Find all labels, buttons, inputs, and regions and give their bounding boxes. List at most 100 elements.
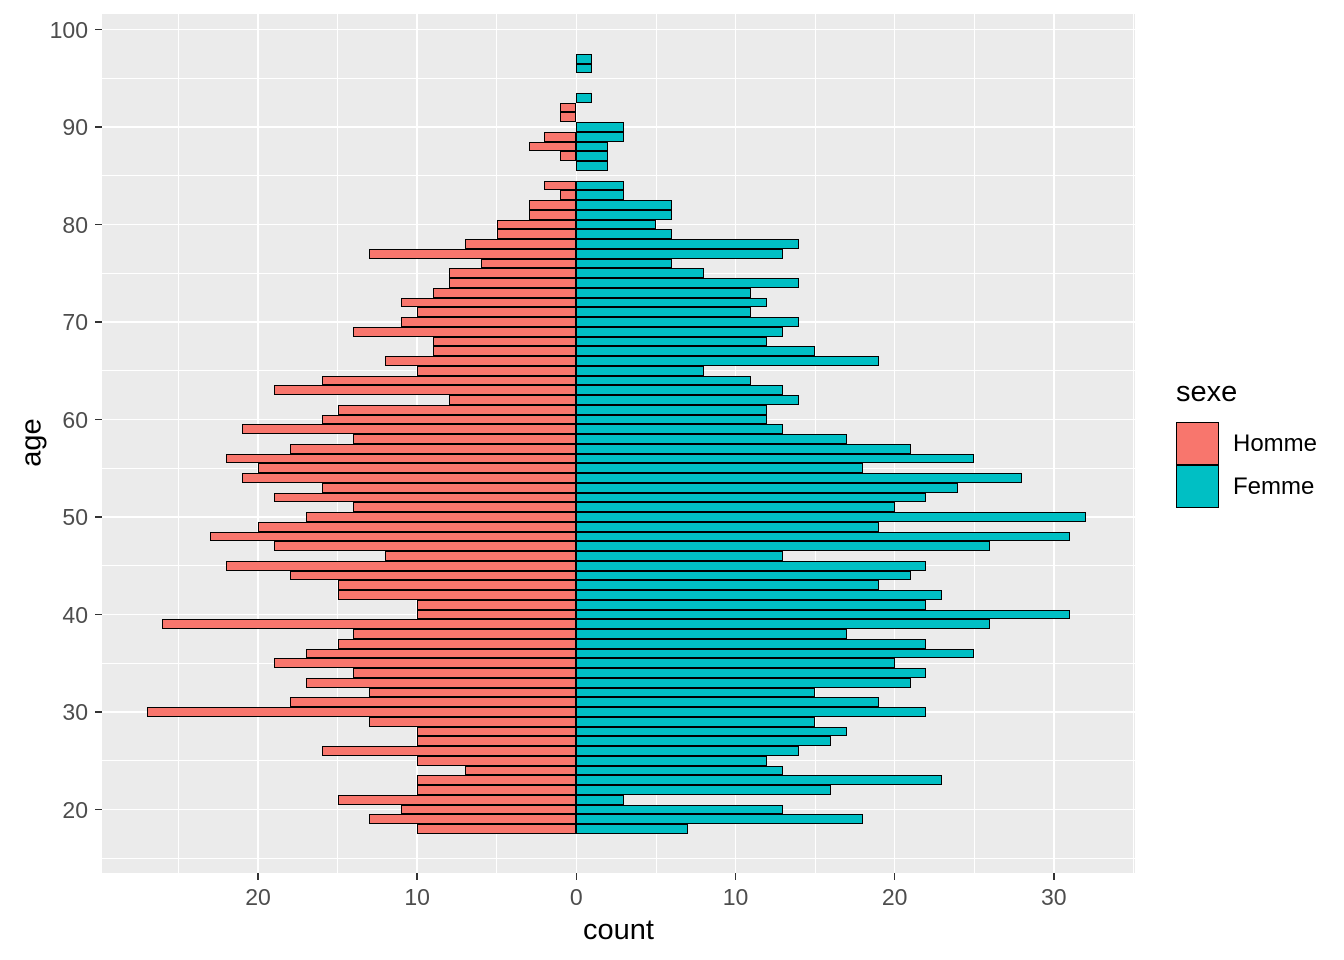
bar-femme-age-76 <box>576 258 672 269</box>
x-axis-tick <box>416 873 418 880</box>
bar-homme-age-26 <box>321 746 577 756</box>
bar-femme-age-19 <box>576 814 863 825</box>
bar-femme-age-31 <box>576 697 879 708</box>
legend-title: sexe <box>1176 376 1238 408</box>
legend-entry-femme: Femme <box>1176 465 1314 508</box>
y-axis-tick <box>95 613 102 616</box>
legend: sexe Homme Femme <box>1176 376 1317 508</box>
y-axis-tick-label: 30 <box>62 699 88 726</box>
bar-homme-age-18 <box>417 824 577 834</box>
bar-femme-age-77 <box>576 248 784 259</box>
bar-femme-age-28 <box>576 726 847 737</box>
bar-homme-age-56 <box>226 453 577 464</box>
bar-homme-age-43 <box>337 580 577 591</box>
bar-homme-age-64 <box>321 375 577 386</box>
bar-femme-age-63 <box>576 385 784 396</box>
gridline-major-h <box>102 28 1135 31</box>
bar-femme-age-59 <box>576 424 784 435</box>
bar-femme-age-56 <box>576 453 975 464</box>
bar-femme-age-37 <box>576 638 927 649</box>
y-axis-tick <box>95 28 102 31</box>
bar-homme-age-69 <box>353 326 577 337</box>
legend-swatch-homme <box>1176 422 1219 465</box>
bar-homme-age-63 <box>273 385 577 396</box>
bar-femme-age-88 <box>576 141 609 152</box>
bar-femme-age-36 <box>576 648 975 659</box>
x-axis-title: count <box>583 914 654 946</box>
bar-femme-age-33 <box>576 677 911 688</box>
bar-homme-age-22 <box>417 785 577 795</box>
bar-homme-age-38 <box>353 629 577 639</box>
bar-homme-age-20 <box>401 804 577 815</box>
bar-homme-age-21 <box>337 794 577 805</box>
bar-homme-age-67 <box>433 346 577 357</box>
bar-femme-age-93 <box>576 92 593 103</box>
bar-homme-age-45 <box>226 560 577 571</box>
bar-femme-age-75 <box>576 268 704 279</box>
bar-homme-age-39 <box>162 619 577 630</box>
bar-homme-age-30 <box>146 707 577 717</box>
gridline-minor-v <box>973 14 975 873</box>
bar-homme-age-76 <box>480 258 577 269</box>
bar-femme-age-86 <box>576 161 609 171</box>
bar-femme-age-90 <box>576 122 625 132</box>
bar-femme-age-55 <box>576 463 863 474</box>
bar-femme-age-30 <box>576 707 927 717</box>
y-axis-tick-label: 100 <box>49 16 88 43</box>
y-axis-tick-label: 80 <box>62 211 88 238</box>
gridline-minor-h <box>102 77 1135 79</box>
bar-homme-age-58 <box>353 434 577 444</box>
bar-femme-age-82 <box>576 200 672 210</box>
x-axis-tick-label: 10 <box>404 884 430 910</box>
bar-homme-age-77 <box>369 248 577 259</box>
x-axis-tick-label: 30 <box>1041 884 1067 910</box>
bar-femme-age-60 <box>576 414 768 425</box>
bar-homme-age-57 <box>289 443 577 454</box>
bar-homme-age-46 <box>385 551 577 561</box>
bar-femme-age-50 <box>576 512 1086 522</box>
bar-femme-age-41 <box>576 599 927 610</box>
bar-femme-age-89 <box>576 131 625 142</box>
y-axis-tick-label: 90 <box>62 114 88 141</box>
bar-homme-age-70 <box>401 317 577 327</box>
bar-femme-age-96 <box>576 63 593 74</box>
gridline-minor-v <box>1133 14 1134 873</box>
bar-homme-age-87 <box>560 151 577 162</box>
bar-femme-age-84 <box>576 180 625 191</box>
bar-homme-age-28 <box>417 726 577 737</box>
bar-homme-age-72 <box>401 297 577 308</box>
bar-femme-age-74 <box>576 278 800 288</box>
bar-femme-age-45 <box>576 560 927 571</box>
bar-homme-age-80 <box>496 219 577 230</box>
bar-homme-age-36 <box>305 648 577 659</box>
bar-homme-age-50 <box>305 512 577 522</box>
bar-femme-age-24 <box>576 765 784 776</box>
bar-femme-age-67 <box>576 346 816 357</box>
y-axis-tick <box>95 321 102 323</box>
y-axis-tick-label: 70 <box>62 309 88 336</box>
y-axis-tick-label: 50 <box>62 504 88 531</box>
bar-homme-age-66 <box>385 356 577 366</box>
bar-homme-age-51 <box>353 502 577 513</box>
x-axis-tick-label: 0 <box>569 884 583 910</box>
bar-femme-age-61 <box>576 404 768 415</box>
gridline-minor-h <box>102 175 1135 177</box>
x-axis-tick-label: 20 <box>881 884 908 910</box>
y-axis-tick <box>95 126 102 128</box>
bar-homme-age-65 <box>417 365 577 376</box>
bar-homme-age-49 <box>257 521 577 532</box>
bar-femme-age-29 <box>576 716 816 727</box>
bar-femme-age-22 <box>576 785 831 795</box>
bar-femme-age-44 <box>576 570 911 581</box>
bar-homme-age-41 <box>417 599 577 610</box>
bar-homme-age-61 <box>337 404 577 415</box>
bar-homme-age-48 <box>210 531 577 542</box>
legend-entry-homme: Homme <box>1176 422 1317 465</box>
bar-femme-age-48 <box>576 531 1070 542</box>
bar-femme-age-51 <box>576 502 895 513</box>
bar-femme-age-64 <box>576 375 752 386</box>
bar-femme-age-23 <box>576 775 943 786</box>
y-axis-tick <box>95 418 102 421</box>
bar-femme-age-25 <box>576 755 768 766</box>
bar-femme-age-38 <box>576 629 847 639</box>
